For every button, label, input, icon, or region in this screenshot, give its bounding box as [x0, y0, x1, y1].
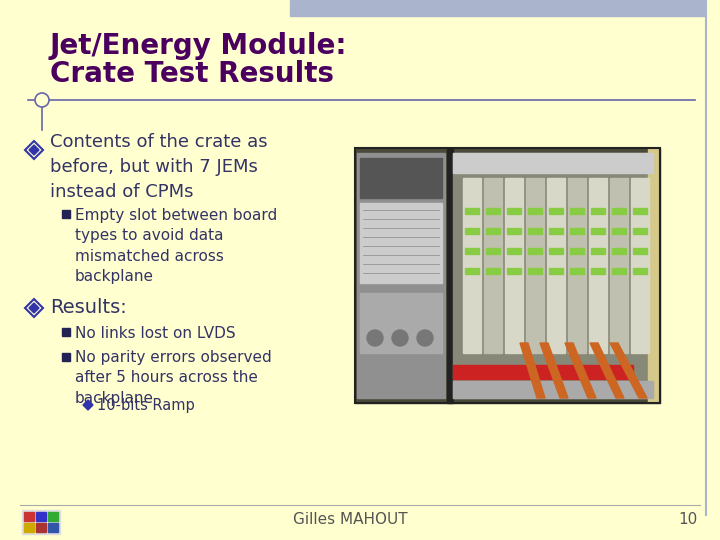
- Bar: [62, 210, 70, 218]
- Bar: [591, 248, 605, 254]
- Bar: [507, 208, 521, 214]
- Bar: [453, 381, 653, 398]
- Text: 10: 10: [678, 512, 698, 528]
- Polygon shape: [540, 343, 568, 398]
- Bar: [570, 208, 584, 214]
- Bar: [526, 178, 544, 353]
- Text: No links lost on LVDS: No links lost on LVDS: [75, 326, 235, 341]
- Bar: [633, 228, 647, 234]
- Polygon shape: [520, 343, 545, 398]
- Bar: [486, 268, 500, 274]
- Text: Gilles MAHOUT: Gilles MAHOUT: [293, 512, 408, 528]
- Bar: [36, 512, 46, 521]
- Bar: [549, 268, 563, 274]
- Bar: [507, 248, 521, 254]
- Bar: [453, 153, 653, 398]
- Bar: [612, 248, 626, 254]
- Bar: [48, 523, 58, 532]
- Bar: [447, 148, 453, 403]
- Circle shape: [392, 330, 408, 346]
- Bar: [631, 178, 649, 353]
- Bar: [505, 178, 523, 353]
- Bar: [24, 512, 34, 521]
- Bar: [360, 293, 442, 353]
- Polygon shape: [29, 303, 39, 313]
- Bar: [528, 228, 542, 234]
- Bar: [549, 228, 563, 234]
- Bar: [612, 208, 626, 214]
- Bar: [484, 178, 502, 353]
- Bar: [486, 208, 500, 214]
- Bar: [549, 248, 563, 254]
- Circle shape: [35, 93, 49, 107]
- Bar: [570, 248, 584, 254]
- Bar: [453, 365, 633, 379]
- Bar: [486, 228, 500, 234]
- Circle shape: [417, 330, 433, 346]
- Polygon shape: [29, 145, 39, 155]
- Bar: [570, 228, 584, 234]
- Bar: [591, 208, 605, 214]
- Bar: [62, 328, 70, 336]
- Bar: [591, 268, 605, 274]
- Polygon shape: [610, 343, 647, 398]
- Bar: [465, 248, 479, 254]
- Text: Contents of the crate as
before, but with 7 JEMs
instead of CPMs: Contents of the crate as before, but wit…: [50, 133, 268, 201]
- Bar: [528, 208, 542, 214]
- Bar: [589, 178, 607, 353]
- Bar: [648, 148, 660, 403]
- Bar: [360, 203, 442, 283]
- Text: Results:: Results:: [50, 298, 127, 317]
- Bar: [290, 0, 705, 16]
- Bar: [528, 268, 542, 274]
- Bar: [24, 523, 34, 532]
- Bar: [612, 268, 626, 274]
- Bar: [463, 178, 481, 353]
- Bar: [612, 228, 626, 234]
- Bar: [48, 512, 58, 521]
- Bar: [62, 353, 70, 361]
- Bar: [360, 158, 442, 198]
- Bar: [591, 228, 605, 234]
- Text: Jet/Energy Module:: Jet/Energy Module:: [50, 32, 348, 60]
- Polygon shape: [565, 343, 596, 398]
- Bar: [36, 523, 46, 532]
- Text: Crate Test Results: Crate Test Results: [50, 60, 334, 88]
- Text: Empty slot between board
types to avoid data
mismatched across
backplane: Empty slot between board types to avoid …: [75, 208, 277, 284]
- Bar: [610, 178, 628, 353]
- Bar: [465, 208, 479, 214]
- Bar: [465, 228, 479, 234]
- Bar: [549, 208, 563, 214]
- Bar: [528, 248, 542, 254]
- Bar: [570, 268, 584, 274]
- Bar: [22, 510, 60, 534]
- Polygon shape: [590, 343, 624, 398]
- Bar: [355, 148, 660, 403]
- Bar: [507, 228, 521, 234]
- Bar: [568, 178, 586, 353]
- Bar: [633, 268, 647, 274]
- Bar: [633, 208, 647, 214]
- Bar: [507, 268, 521, 274]
- Polygon shape: [83, 400, 93, 410]
- Bar: [486, 248, 500, 254]
- Bar: [465, 268, 479, 274]
- Bar: [355, 148, 660, 403]
- Bar: [357, 153, 445, 398]
- Text: 10-bits Ramp: 10-bits Ramp: [97, 398, 194, 413]
- Bar: [633, 248, 647, 254]
- Bar: [453, 153, 653, 173]
- Circle shape: [367, 330, 383, 346]
- Text: No parity errors observed
after 5 hours across the
backplane: No parity errors observed after 5 hours …: [75, 350, 271, 406]
- Bar: [547, 178, 565, 353]
